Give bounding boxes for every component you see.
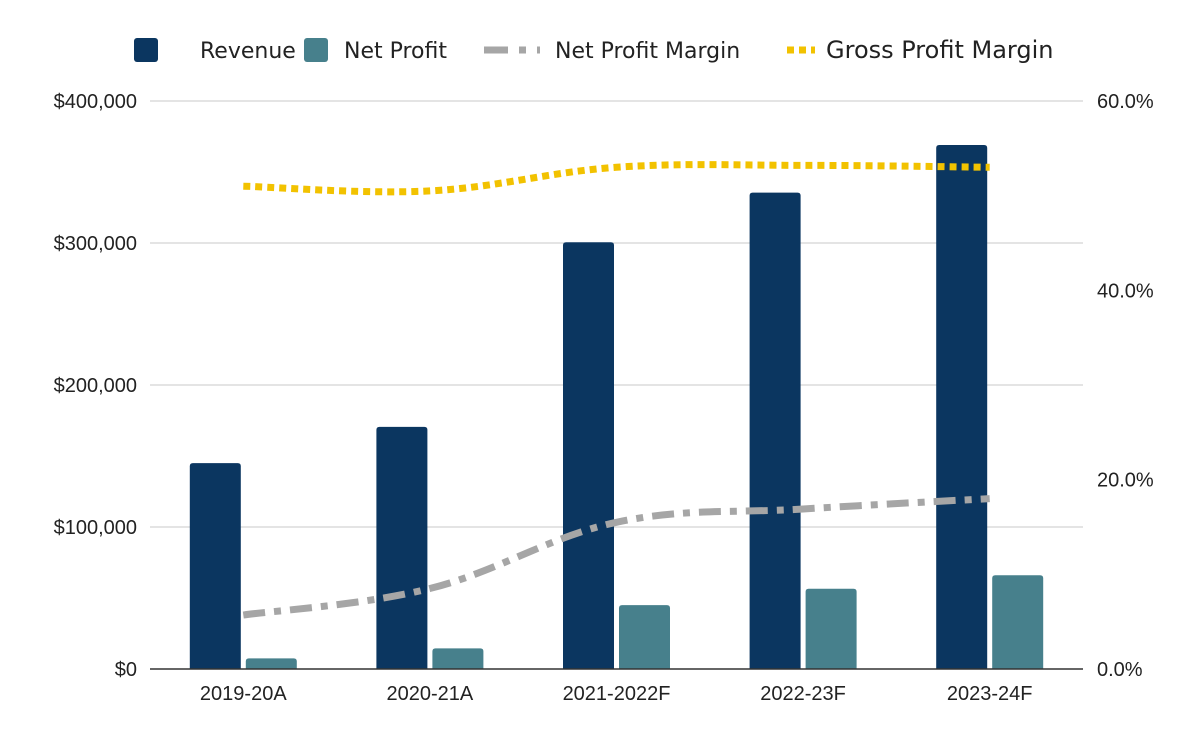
bar-revenue — [376, 426, 428, 669]
legend-swatch-net-profit — [304, 38, 328, 62]
bar-net-profit — [805, 588, 857, 669]
line-gross-profit-margin — [243, 161, 990, 196]
legend-label-revenue: Revenue — [200, 39, 296, 64]
legend-swatch-revenue — [134, 38, 158, 62]
legend: Revenue Net Profit Net Profit Margin Gross … — [134, 36, 1053, 64]
gridlines — [150, 100, 1083, 528]
bar-net-profit — [992, 575, 1044, 669]
legend-label-net-profit-margin: Net Profit Margin — [555, 39, 740, 64]
bar-revenue — [936, 145, 988, 669]
y-right-tick-label: 20.0% — [1097, 470, 1154, 492]
x-tick-label: 2023-24F — [947, 683, 1033, 705]
y-left-tick-label: $400,000 — [54, 91, 137, 113]
line-net-profit-margin — [242, 495, 990, 619]
bar-revenue — [189, 463, 241, 669]
bar-net-profit — [245, 658, 297, 669]
bar-revenue — [563, 242, 614, 670]
bar-revenue — [749, 192, 801, 669]
bar-net-profit — [619, 605, 670, 669]
x-tick-label: 2019-20A — [200, 683, 287, 705]
x-tick-label: 2020-21A — [387, 683, 474, 705]
y-left-tick-label: $0 — [115, 659, 137, 681]
y-right-tick-label: 60.0% — [1097, 91, 1154, 113]
y-left-tick-label: $200,000 — [54, 375, 137, 397]
x-tick-label: 2021-2022F — [563, 683, 671, 705]
legend-label-net-profit: Net Profit — [344, 39, 447, 64]
lines — [242, 161, 990, 619]
y-right-tick-label: 40.0% — [1097, 280, 1154, 302]
bars — [189, 145, 1044, 670]
legend-label-gross-profit-margin: Gross Profit Margin — [826, 36, 1053, 64]
tick-labels: $0 $100,000 $200,000 $300,000 $400,000 0.0% 20… — [54, 91, 1154, 705]
y-right-tick-label: 0.0% — [1097, 659, 1143, 681]
y-left-tick-label: $300,000 — [54, 233, 137, 255]
x-tick-label: 2022-23F — [760, 683, 846, 705]
y-left-tick-label: $100,000 — [54, 517, 137, 539]
bar-net-profit — [432, 648, 484, 669]
